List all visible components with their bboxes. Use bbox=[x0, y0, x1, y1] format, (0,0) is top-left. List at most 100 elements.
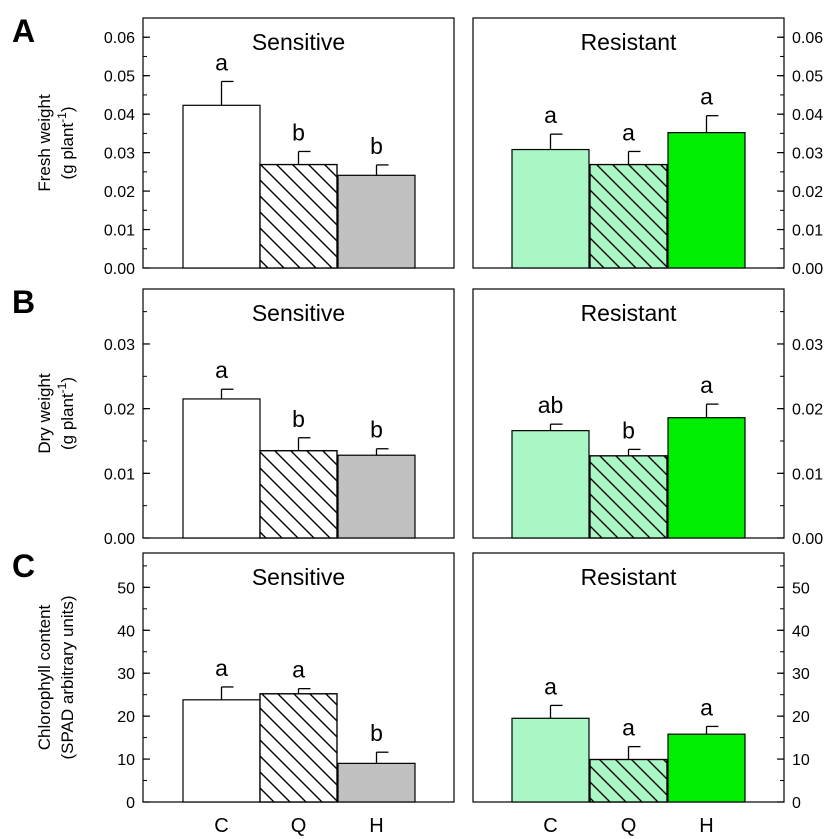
group-title: Resistant bbox=[581, 300, 677, 326]
panel-label: A bbox=[12, 13, 35, 49]
significance-letter: a bbox=[544, 102, 557, 128]
significance-letter: ab bbox=[538, 392, 564, 418]
bar-hatch-q bbox=[589, 163, 668, 269]
tick-label-left: 10 bbox=[117, 752, 135, 769]
tick-label-right: 30 bbox=[792, 666, 810, 683]
panel-c-resistant: Resistant 0 10 20 30 40 50 a a a C Q H bbox=[472, 552, 810, 837]
bar-c bbox=[511, 717, 590, 803]
bar-c bbox=[182, 699, 261, 803]
tick-label-left: 0.04 bbox=[104, 107, 135, 124]
tick-label-right: 0.03 bbox=[792, 146, 823, 163]
tick-label-right: 0.00 bbox=[792, 261, 823, 278]
significance-letter: b bbox=[622, 417, 635, 443]
bar-c bbox=[511, 148, 590, 269]
significance-letter: a bbox=[622, 715, 635, 741]
tick-label-right: 0.01 bbox=[792, 466, 823, 483]
tick-label-left: 0.03 bbox=[104, 337, 135, 354]
tick-label-left: 0 bbox=[126, 795, 135, 812]
bar-h bbox=[667, 417, 746, 539]
y-axis-units-exponent: -1 bbox=[55, 382, 69, 393]
y-axis-title: Fresh weight bbox=[35, 94, 54, 192]
significance-letter: a bbox=[622, 119, 635, 145]
tick-label-left: 0.00 bbox=[104, 531, 135, 548]
panel-label: B bbox=[12, 284, 35, 320]
significance-letter: b bbox=[292, 119, 305, 145]
tick-label-right: 0.03 bbox=[792, 337, 823, 354]
bar-hatch-q bbox=[259, 693, 338, 803]
tick-label-left: 0.06 bbox=[104, 30, 135, 47]
x-tick-label: Q bbox=[291, 815, 307, 837]
panel-row-a: A Fresh weight (g plant-1) Sensitive 0.00 0.0… bbox=[12, 13, 823, 278]
tick-label-right: 0 bbox=[792, 795, 801, 812]
bar-hatch-q bbox=[259, 163, 338, 269]
y-axis-units-exponent: -1 bbox=[55, 112, 69, 123]
y-axis-title-units: (SPAD arbitrary units) bbox=[58, 595, 77, 759]
tick-label-right: 50 bbox=[792, 580, 810, 597]
panel-a-sensitive: Sensitive 0.00 0.01 0.02 0.03 0.04 0.05 0.06 a b b bbox=[104, 17, 455, 278]
significance-letter: b bbox=[292, 406, 305, 432]
significance-letter: a bbox=[700, 372, 713, 398]
group-title: Resistant bbox=[581, 29, 677, 55]
tick-label-left: 30 bbox=[117, 666, 135, 683]
y-axis-title-units: (g plant-1) bbox=[55, 377, 77, 450]
x-tick-label: C bbox=[214, 815, 228, 837]
significance-letter: b bbox=[370, 720, 383, 746]
tick-label-left: 0.03 bbox=[104, 146, 135, 163]
group-title: Sensitive bbox=[252, 29, 345, 55]
tick-label-right: 40 bbox=[792, 623, 810, 640]
significance-letter: a bbox=[215, 49, 228, 75]
tick-label-left: 0.02 bbox=[104, 184, 135, 201]
tick-label-right: 0.02 bbox=[792, 184, 823, 201]
bar-hatch-q bbox=[589, 758, 668, 803]
panel-c-sensitive: Sensitive 0 10 20 30 40 50 a a b C Q H bbox=[117, 552, 455, 837]
bar-hatch-q bbox=[589, 455, 668, 539]
tick-label-right: 10 bbox=[792, 752, 810, 769]
bar-c bbox=[182, 104, 261, 269]
y-axis-units-main: (SPAD arbitrary units) bbox=[58, 595, 77, 759]
y-axis-units-close: ) bbox=[58, 377, 77, 383]
panel-b-sensitive: Sensitive 0.00 0.01 0.02 0.03 a b b bbox=[104, 288, 455, 548]
bar-hatch-q bbox=[259, 450, 338, 539]
y-axis-title: Dry weight bbox=[35, 373, 54, 454]
tick-label-left: 20 bbox=[117, 709, 135, 726]
tick-label-right: 0.05 bbox=[792, 69, 823, 86]
bar-h bbox=[337, 454, 416, 539]
y-axis-units-close: ) bbox=[58, 106, 77, 112]
tick-label-left: 0.02 bbox=[104, 402, 135, 419]
bar-h bbox=[337, 174, 416, 269]
bar-c bbox=[511, 430, 590, 539]
tick-label-right: 0.02 bbox=[792, 402, 823, 419]
bar-c bbox=[182, 398, 261, 539]
y-axis-units-main: (g plant bbox=[58, 123, 77, 180]
tick-label-left: 0.01 bbox=[104, 223, 135, 240]
group-title: Sensitive bbox=[252, 300, 345, 326]
tick-label-left: 0.00 bbox=[104, 261, 135, 278]
bar-h bbox=[667, 132, 746, 269]
tick-label-right: 0.06 bbox=[792, 30, 823, 47]
x-tick-label: H bbox=[699, 815, 713, 837]
y-axis-title-units: (g plant-1) bbox=[55, 106, 77, 179]
panel-a-resistant: Resistant 0.00 0.01 0.02 0.03 0.04 0.05 0.06 a a a bbox=[472, 17, 823, 278]
panel-row-c: C Chlorophyll content (SPAD arbitrary unit… bbox=[12, 548, 810, 837]
group-title: Sensitive bbox=[252, 564, 345, 590]
x-tick-label: H bbox=[369, 815, 383, 837]
significance-letter: a bbox=[700, 84, 713, 110]
significance-letter: a bbox=[700, 694, 713, 720]
y-axis-units-main: (g plant bbox=[58, 393, 77, 450]
significance-letter: a bbox=[544, 673, 557, 699]
x-tick-label: C bbox=[543, 815, 557, 837]
significance-letter: b bbox=[370, 417, 383, 443]
tick-label-right: 20 bbox=[792, 709, 810, 726]
tick-label-left: 50 bbox=[117, 580, 135, 597]
significance-letter: a bbox=[215, 655, 228, 681]
significance-letter: b bbox=[370, 133, 383, 159]
panel-b-resistant: Resistant 0.00 0.01 0.02 0.03 ab b a bbox=[472, 288, 823, 548]
tick-label-left: 40 bbox=[117, 623, 135, 640]
bar-h bbox=[337, 762, 416, 803]
panel-label: C bbox=[12, 548, 35, 584]
bar-h bbox=[667, 733, 746, 803]
panel-row-b: B Dry weight (g plant-1) Sensitive 0.00 0.01 0… bbox=[12, 284, 823, 548]
tick-label-left: 0.01 bbox=[104, 466, 135, 483]
